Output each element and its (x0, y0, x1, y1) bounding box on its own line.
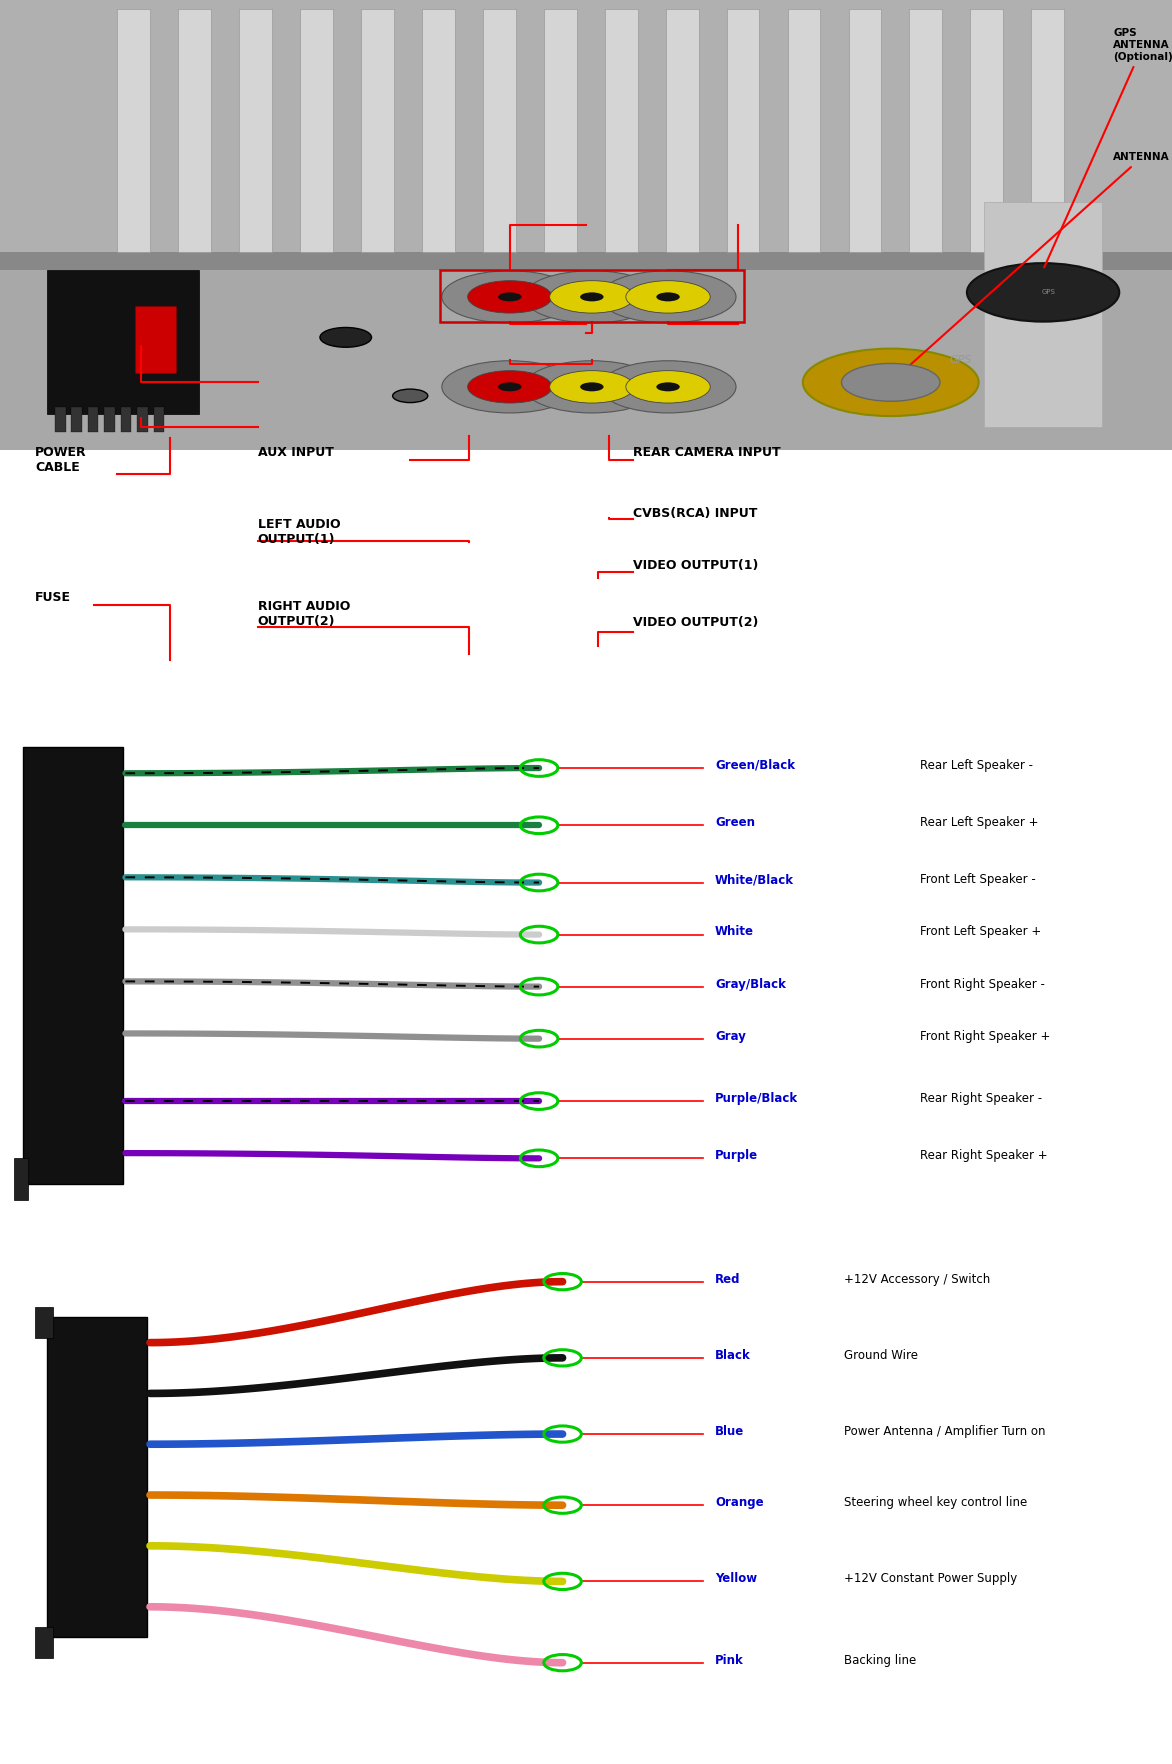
Circle shape (803, 349, 979, 416)
Bar (605, 9, 638, 252)
Text: Pink: Pink (715, 1653, 744, 1667)
Circle shape (626, 280, 710, 312)
Circle shape (442, 362, 578, 413)
Text: Red: Red (715, 1272, 741, 1286)
Bar (440, 270, 744, 321)
Text: White: White (715, 926, 754, 938)
Bar (154, 407, 164, 432)
Text: Yellow: Yellow (715, 1572, 757, 1586)
Text: GPS
ANTENNA
(Optional): GPS ANTENNA (Optional) (1044, 28, 1172, 268)
Text: RIGHT AUDIO
OUTPUT(2): RIGHT AUDIO OUTPUT(2) (258, 600, 350, 628)
Text: Blue: Blue (715, 1425, 744, 1438)
Text: Rear Left Speaker +: Rear Left Speaker + (920, 817, 1038, 829)
Text: Front Right Speaker +: Front Right Speaker + (920, 1030, 1050, 1043)
Text: +12V Constant Power Supply: +12V Constant Power Supply (844, 1572, 1017, 1586)
Bar (483, 9, 516, 252)
Bar (849, 9, 881, 252)
Circle shape (580, 383, 604, 392)
Circle shape (841, 363, 940, 400)
Bar (23, 748, 123, 1184)
Bar (121, 407, 131, 432)
Bar (117, 9, 150, 252)
Bar (984, 203, 1102, 427)
Bar (544, 9, 577, 252)
Circle shape (600, 362, 736, 413)
Circle shape (656, 293, 680, 302)
Text: Rear Left Speaker -: Rear Left Speaker - (920, 759, 1033, 773)
Text: Gray: Gray (715, 1030, 745, 1043)
Bar (88, 407, 98, 432)
Text: REAR CAMERA INPUT: REAR CAMERA INPUT (633, 446, 781, 459)
Text: +12V Accessory / Switch: +12V Accessory / Switch (844, 1272, 990, 1286)
Circle shape (524, 272, 660, 323)
Text: Backing line: Backing line (844, 1653, 917, 1667)
Bar (909, 9, 942, 252)
Circle shape (498, 293, 522, 302)
Circle shape (442, 272, 578, 323)
Bar (1031, 9, 1064, 252)
Bar (788, 9, 820, 252)
Text: POWER
CABLE: POWER CABLE (35, 446, 87, 475)
Text: Purple: Purple (715, 1148, 758, 1162)
Bar (361, 9, 394, 252)
Text: Green/Black: Green/Black (715, 759, 795, 773)
Bar (35, 1307, 53, 1337)
Circle shape (498, 383, 522, 392)
Bar (137, 407, 148, 432)
Bar (55, 407, 66, 432)
Bar (727, 9, 759, 252)
Circle shape (524, 362, 660, 413)
Text: VIDEO OUTPUT(2): VIDEO OUTPUT(2) (633, 616, 758, 630)
Bar (47, 1318, 146, 1637)
Bar (422, 9, 455, 252)
Text: AUX INPUT: AUX INPUT (258, 446, 334, 459)
Text: GPS: GPS (1042, 289, 1056, 295)
Text: Front Left Speaker +: Front Left Speaker + (920, 926, 1041, 938)
Bar (0, 0, 1172, 261)
Text: Rear Right Speaker +: Rear Right Speaker + (920, 1148, 1048, 1162)
Text: Ground Wire: Ground Wire (844, 1349, 918, 1362)
Circle shape (600, 272, 736, 323)
Text: Front Left Speaker -: Front Left Speaker - (920, 873, 1036, 887)
Bar (104, 407, 115, 432)
Circle shape (656, 383, 680, 392)
Bar (14, 1159, 28, 1200)
Bar (666, 9, 699, 252)
Text: Rear Right Speaker -: Rear Right Speaker - (920, 1092, 1042, 1104)
Text: Steering wheel key control line: Steering wheel key control line (844, 1496, 1027, 1510)
Bar (35, 1626, 53, 1658)
Text: ANTENNA: ANTENNA (893, 152, 1170, 381)
Text: Purple/Black: Purple/Black (715, 1092, 798, 1104)
Text: VIDEO OUTPUT(1): VIDEO OUTPUT(1) (633, 559, 758, 572)
Bar (970, 9, 1003, 252)
Circle shape (550, 370, 634, 402)
Text: Black: Black (715, 1349, 751, 1362)
Text: Green: Green (715, 817, 755, 829)
Circle shape (468, 280, 552, 312)
Text: GPS: GPS (949, 355, 973, 365)
Circle shape (320, 328, 372, 348)
Text: CVBS(RCA) INPUT: CVBS(RCA) INPUT (633, 506, 757, 520)
Circle shape (967, 263, 1119, 321)
Bar (47, 270, 199, 415)
Circle shape (393, 390, 428, 402)
Text: Gray/Black: Gray/Black (715, 977, 785, 991)
Bar (178, 9, 211, 252)
Circle shape (580, 293, 604, 302)
Text: Orange: Orange (715, 1496, 763, 1510)
Text: White/Black: White/Black (715, 873, 793, 887)
Bar (0, 252, 1172, 450)
Text: FUSE: FUSE (35, 591, 71, 605)
Bar (239, 9, 272, 252)
Bar (300, 9, 333, 252)
Bar (135, 305, 176, 374)
Bar (0, 252, 1172, 270)
Circle shape (626, 370, 710, 402)
Text: Front Right Speaker -: Front Right Speaker - (920, 977, 1045, 991)
Circle shape (550, 280, 634, 312)
Text: Power Antenna / Amplifier Turn on: Power Antenna / Amplifier Turn on (844, 1425, 1045, 1438)
Text: LEFT AUDIO
OUTPUT(1): LEFT AUDIO OUTPUT(1) (258, 517, 340, 545)
Circle shape (468, 370, 552, 402)
Bar (71, 407, 82, 432)
